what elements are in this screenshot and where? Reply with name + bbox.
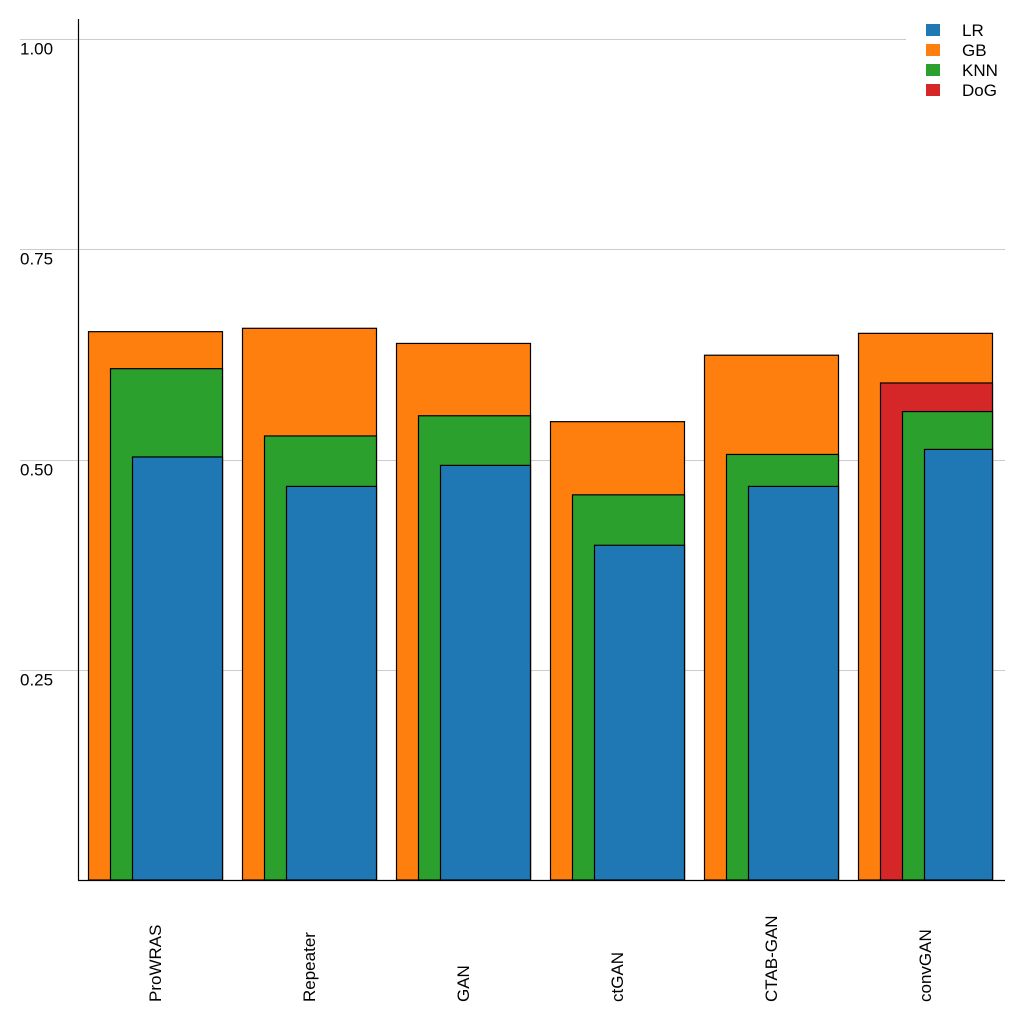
x-tick-labels: ProWRAS Repeater GAN ctGAN CTAB-GAN convGAN xyxy=(146,915,935,1002)
legend-label-knn: KNN xyxy=(962,61,998,80)
y-tick-label: 0.50 xyxy=(20,461,53,480)
legend-swatch-knn xyxy=(926,64,940,76)
y-tick-label: 1.00 xyxy=(20,40,53,59)
axes xyxy=(77,19,1005,882)
x-tick-label: ProWRAS xyxy=(146,925,165,1002)
x-tick-label: Repeater xyxy=(300,932,319,1002)
bar-lr-prowras xyxy=(131,456,224,881)
bar-lr-convgan xyxy=(923,448,994,881)
bars xyxy=(87,327,994,881)
y-tick-labels: 0.25 0.50 0.75 1.00 xyxy=(20,40,53,690)
bar-lr-repeater xyxy=(285,485,378,881)
x-tick-label: ctGAN xyxy=(608,952,627,1002)
y-tick-label: 0.75 xyxy=(20,250,53,269)
legend-swatch-dog xyxy=(926,84,940,96)
legend-swatch-lr xyxy=(926,24,940,36)
legend-label-dog: DoG xyxy=(962,81,997,100)
legend-swatch-gb xyxy=(926,44,940,56)
bar-lr-ctgan xyxy=(593,544,686,881)
x-tick-label: GAN xyxy=(454,965,473,1002)
bar-lr-ctab-gan xyxy=(747,485,840,881)
legend-label-gb: GB xyxy=(962,41,987,60)
legend-background xyxy=(906,14,1024,106)
y-tick-label: 0.25 xyxy=(20,671,53,690)
x-tick-label: CTAB-GAN xyxy=(762,915,781,1002)
legend-label-lr: LR xyxy=(962,21,984,40)
x-tick-label: convGAN xyxy=(916,929,935,1002)
bar-lr-gan xyxy=(439,464,532,881)
